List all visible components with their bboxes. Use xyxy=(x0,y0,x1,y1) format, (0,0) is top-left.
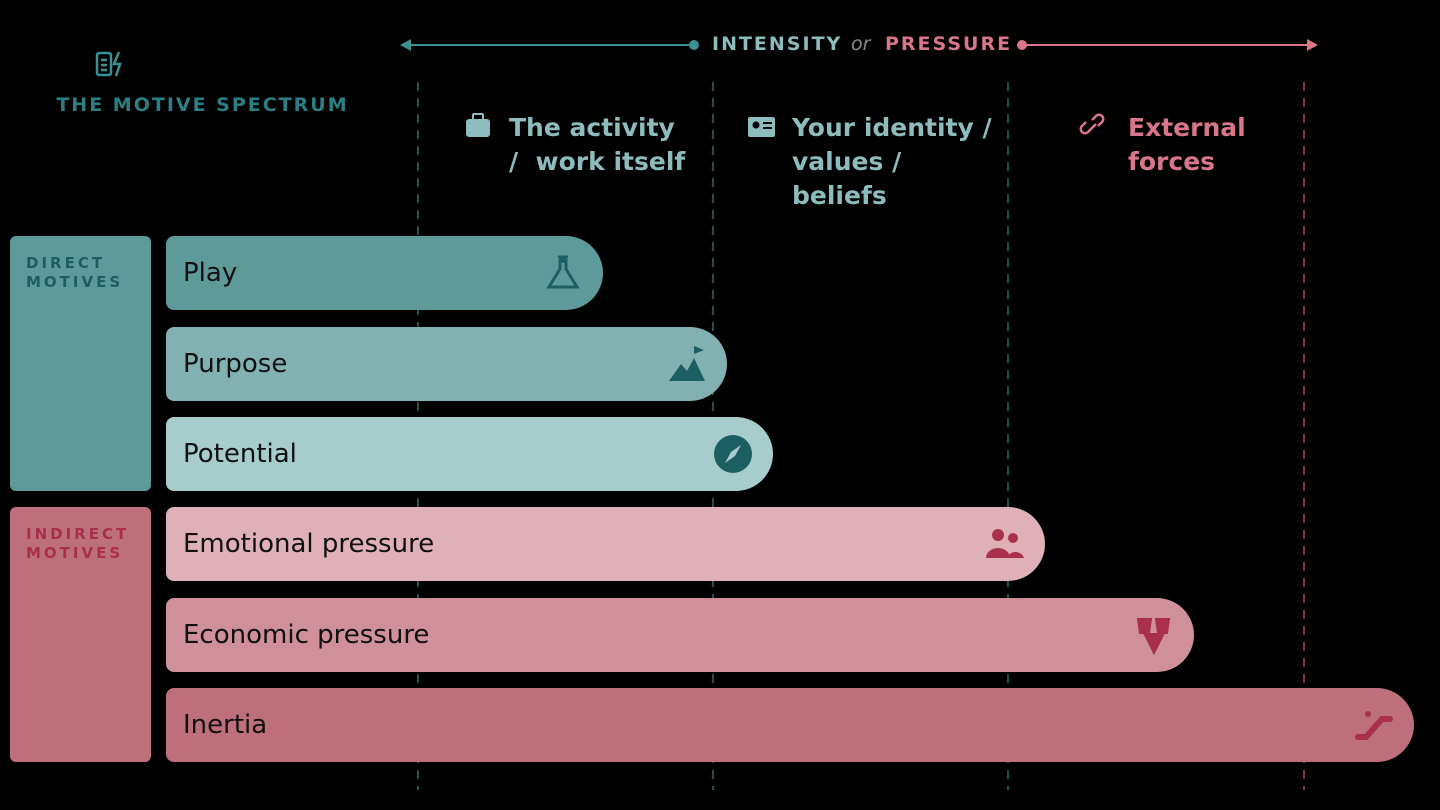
header-line: External xyxy=(1128,113,1246,142)
header-line: The activity xyxy=(509,113,675,142)
escalator-icon xyxy=(1355,711,1393,740)
axis-label: INTENSITY xyxy=(712,33,843,55)
header-line: forces xyxy=(1128,147,1216,176)
bar-label: Economic pressure xyxy=(183,620,430,650)
bar: Economic pressure xyxy=(166,598,1194,672)
bar: Emotional pressure xyxy=(166,507,1045,581)
trophy-icon xyxy=(1136,618,1171,655)
group-label: DIRECT MOTIVES xyxy=(26,254,123,292)
header-line: values / xyxy=(792,147,902,176)
bar-label: Inertia xyxy=(183,710,268,740)
group-box: DIRECT MOTIVES xyxy=(10,236,151,491)
axis-label: or xyxy=(851,33,871,55)
group-label-line: INDIRECT xyxy=(26,525,130,543)
column-icons xyxy=(466,113,1105,137)
bar: Purpose xyxy=(166,327,727,401)
compass-icon xyxy=(714,435,752,473)
column-header: The activity / work itself xyxy=(509,111,685,179)
group-label-line: MOTIVES xyxy=(26,273,124,291)
column-header: Your identity / values / beliefs xyxy=(792,111,992,213)
bar-label: Play xyxy=(183,258,238,288)
bar-label: Potential xyxy=(183,439,297,469)
group-label-line: MOTIVES xyxy=(26,544,124,562)
group-box: INDIRECT MOTIVES xyxy=(10,507,151,762)
mountain-icon xyxy=(669,346,705,381)
axis-arrows xyxy=(400,39,1318,51)
header-line: beliefs xyxy=(792,181,887,210)
header-line: / work itself xyxy=(509,147,686,176)
bar: Potential xyxy=(166,417,773,491)
bar: Inertia xyxy=(166,688,1414,762)
column-header: External forces xyxy=(1128,111,1246,179)
bar-label: Purpose xyxy=(183,349,288,379)
flask-icon xyxy=(546,255,580,289)
header-line: Your identity / xyxy=(792,113,992,142)
bar-label: Emotional pressure xyxy=(183,529,435,559)
bar: Play xyxy=(166,236,603,310)
people-icon xyxy=(986,529,1024,558)
battery-icon xyxy=(95,51,122,77)
group-label: INDIRECT MOTIVES xyxy=(26,525,129,563)
axis-label: PRESSURE xyxy=(885,33,1013,55)
title: THE MOTIVE SPECTRUM xyxy=(56,94,349,116)
group-label-line: DIRECT xyxy=(26,254,106,272)
